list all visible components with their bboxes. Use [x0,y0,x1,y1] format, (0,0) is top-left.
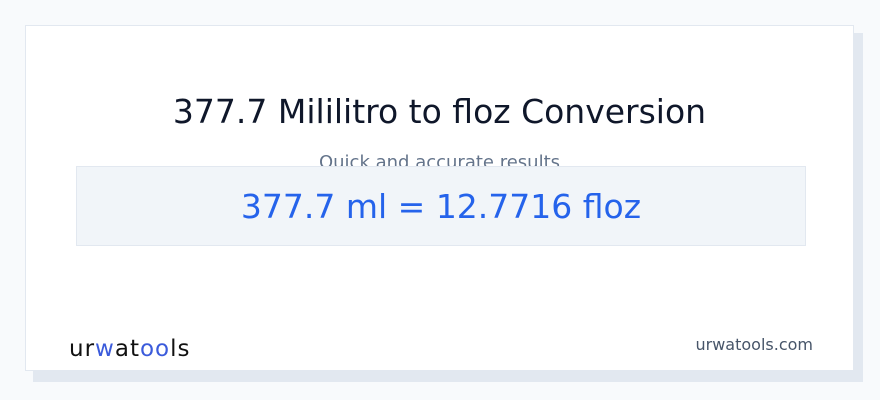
conversion-result: 377.7 ml = 12.7716 floz [76,166,806,246]
logo-part: oo [139,336,171,362]
logo-part: w [95,336,115,362]
urwatools-logo: urwatools [69,336,191,362]
logo-part: ur [69,336,96,362]
conversion-card: 377.7 Mililitro to floz Conversion Quick… [25,25,854,371]
page-title: 377.7 Mililitro to floz Conversion [172,92,707,131]
site-url: urwatools.com [695,335,814,354]
logo-part: at [114,336,140,362]
logo-part: ls [170,336,191,362]
